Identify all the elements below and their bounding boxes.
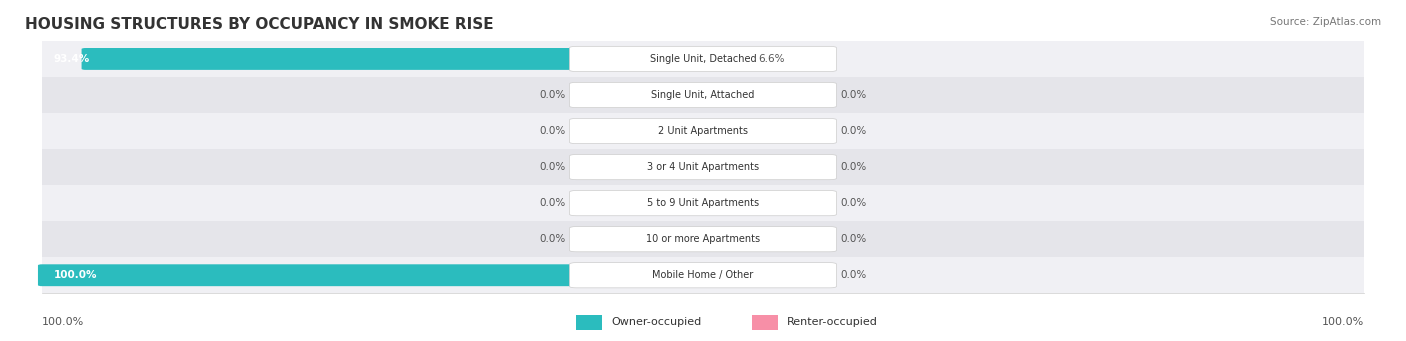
Bar <box>42 185 1364 221</box>
Text: 93.4%: 93.4% <box>53 54 90 64</box>
Text: 2 Unit Apartments: 2 Unit Apartments <box>658 126 748 136</box>
FancyBboxPatch shape <box>700 157 755 178</box>
Text: 3 or 4 Unit Apartments: 3 or 4 Unit Apartments <box>647 162 759 172</box>
Text: 0.0%: 0.0% <box>841 270 868 280</box>
FancyBboxPatch shape <box>700 228 755 250</box>
FancyBboxPatch shape <box>82 48 707 70</box>
Bar <box>576 314 602 330</box>
Bar <box>42 257 1364 293</box>
FancyBboxPatch shape <box>569 154 837 180</box>
FancyBboxPatch shape <box>700 265 755 286</box>
Text: Mobile Home / Other: Mobile Home / Other <box>652 270 754 280</box>
Bar <box>42 41 1364 77</box>
Text: Single Unit, Attached: Single Unit, Attached <box>651 90 755 100</box>
FancyBboxPatch shape <box>699 48 751 70</box>
Text: 100.0%: 100.0% <box>42 317 84 327</box>
FancyBboxPatch shape <box>651 193 706 214</box>
FancyBboxPatch shape <box>569 226 837 252</box>
Text: Source: ZipAtlas.com: Source: ZipAtlas.com <box>1270 17 1381 27</box>
Text: 0.0%: 0.0% <box>841 234 868 244</box>
Text: 100.0%: 100.0% <box>1322 317 1364 327</box>
Bar <box>42 221 1364 257</box>
FancyBboxPatch shape <box>651 120 706 142</box>
FancyBboxPatch shape <box>651 84 706 106</box>
Text: Owner-occupied: Owner-occupied <box>612 317 702 327</box>
Bar <box>42 149 1364 185</box>
Text: 5 to 9 Unit Apartments: 5 to 9 Unit Apartments <box>647 198 759 208</box>
Text: Single Unit, Detached: Single Unit, Detached <box>650 54 756 64</box>
Bar <box>42 77 1364 113</box>
Text: 0.0%: 0.0% <box>538 90 565 100</box>
Text: 0.0%: 0.0% <box>538 234 565 244</box>
Bar <box>42 113 1364 149</box>
Text: 0.0%: 0.0% <box>841 198 868 208</box>
Text: 0.0%: 0.0% <box>841 126 868 136</box>
Text: 100.0%: 100.0% <box>53 270 97 280</box>
FancyBboxPatch shape <box>569 191 837 216</box>
FancyBboxPatch shape <box>569 118 837 144</box>
FancyBboxPatch shape <box>38 264 707 286</box>
Bar <box>752 314 778 330</box>
Text: 0.0%: 0.0% <box>538 162 565 172</box>
Text: 10 or more Apartments: 10 or more Apartments <box>645 234 761 244</box>
Text: HOUSING STRUCTURES BY OCCUPANCY IN SMOKE RISE: HOUSING STRUCTURES BY OCCUPANCY IN SMOKE… <box>25 17 494 32</box>
FancyBboxPatch shape <box>651 228 706 250</box>
FancyBboxPatch shape <box>700 84 755 106</box>
Text: 0.0%: 0.0% <box>841 162 868 172</box>
Text: 6.6%: 6.6% <box>758 54 785 64</box>
Text: 0.0%: 0.0% <box>841 90 868 100</box>
FancyBboxPatch shape <box>651 157 706 178</box>
Text: Renter-occupied: Renter-occupied <box>787 317 879 327</box>
Text: 0.0%: 0.0% <box>538 126 565 136</box>
Text: 0.0%: 0.0% <box>538 198 565 208</box>
FancyBboxPatch shape <box>569 83 837 108</box>
FancyBboxPatch shape <box>569 263 837 288</box>
FancyBboxPatch shape <box>700 193 755 214</box>
FancyBboxPatch shape <box>569 46 837 72</box>
FancyBboxPatch shape <box>700 120 755 142</box>
